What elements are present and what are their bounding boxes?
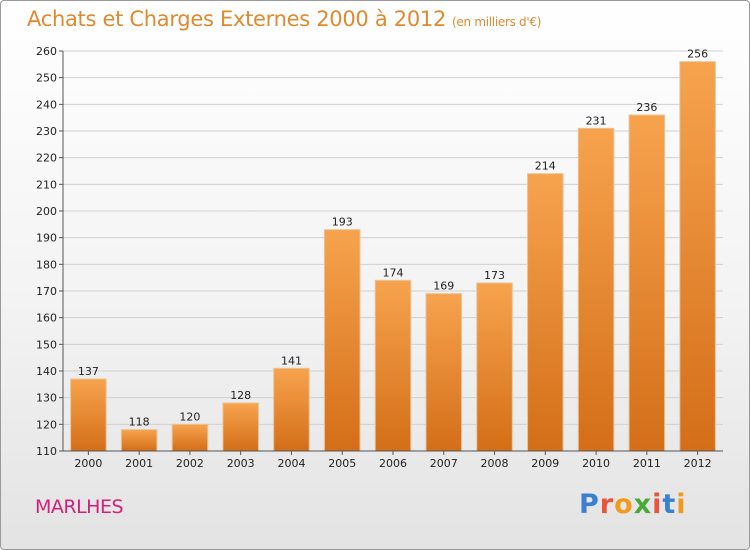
bar-2002 xyxy=(171,423,209,452)
bar-2012 xyxy=(679,61,716,452)
bar-value-label: 256 xyxy=(687,48,708,61)
axes: 110 120 130 140 150 160 170 180 190 200 210 220 230 2… xyxy=(36,45,723,470)
bar-value-label: 214 xyxy=(535,160,556,173)
logo-letter: i xyxy=(652,489,663,520)
bar-2005 xyxy=(323,229,361,452)
logo-letter: o xyxy=(614,489,634,520)
y-tick-label: 150 xyxy=(36,338,57,351)
logo-letter: x xyxy=(633,489,653,520)
y-tick-label: 240 xyxy=(36,98,57,111)
y-tick-label: 170 xyxy=(36,285,57,298)
y-tick-label: 200 xyxy=(36,205,57,218)
bar-value-label: 120 xyxy=(179,410,200,423)
bar-value-label: 173 xyxy=(484,269,505,282)
y-tick-label: 180 xyxy=(36,258,57,271)
y-tick-label: 230 xyxy=(36,125,57,138)
y-tick-label: 250 xyxy=(36,72,57,85)
x-tick-label: 2006 xyxy=(379,457,407,470)
y-tick-label: 260 xyxy=(36,45,57,58)
proxiti-logo: Proxiti xyxy=(579,489,687,520)
y-tick-label: 130 xyxy=(36,392,57,405)
x-tick-label: 2002 xyxy=(176,457,204,470)
bar-2008 xyxy=(476,282,513,452)
bar-value-label: 141 xyxy=(281,354,302,367)
bar-2009 xyxy=(527,173,564,452)
y-tick-label: 110 xyxy=(36,445,57,458)
x-tick-label: 2010 xyxy=(582,457,610,470)
logo-letter: P xyxy=(579,489,600,520)
x-tick-label: 2005 xyxy=(328,457,356,470)
bar-value-label: 128 xyxy=(230,389,251,402)
chart-subtitle: (en milliers d'€) xyxy=(452,15,542,29)
bar-2006 xyxy=(374,279,412,452)
x-tick-label: 2008 xyxy=(481,457,509,470)
y-tick-label: 140 xyxy=(36,365,57,378)
logo-letter: t xyxy=(662,489,677,520)
bar-value-label: 236 xyxy=(636,101,657,114)
x-tick-label: 2011 xyxy=(633,457,661,470)
y-tick-label: 210 xyxy=(36,178,57,191)
bar-2000 xyxy=(70,378,107,452)
logo-letter: i xyxy=(676,489,687,520)
x-tick-label: 2012 xyxy=(684,457,712,470)
bar-value-label: 174 xyxy=(383,266,404,279)
y-tick-label: 160 xyxy=(36,312,57,325)
x-tick-label: 2001 xyxy=(125,457,153,470)
x-tick-label: 2003 xyxy=(227,457,255,470)
bar-value-label: 169 xyxy=(433,280,454,293)
bars: 137 118 120 128 141 193 174 169 173 214 231 236 256 xyxy=(70,48,716,452)
x-tick-label: 2004 xyxy=(277,457,305,470)
bar-2011 xyxy=(628,114,666,452)
chart-title-text: Achats et Charges Externes 2000 à 2012 xyxy=(27,7,447,31)
bar-2010 xyxy=(577,127,615,452)
bar-value-label: 193 xyxy=(332,216,353,229)
bar-value-label: 137 xyxy=(78,365,99,378)
y-tick-label: 190 xyxy=(36,232,57,245)
chart-title: Achats et Charges Externes 2000 à 2012 (e… xyxy=(27,7,541,31)
city-name: MARLHES xyxy=(35,496,124,518)
y-tick-label: 120 xyxy=(36,418,57,431)
bar-2007 xyxy=(425,293,463,452)
bar-2003 xyxy=(222,402,259,452)
logo-letter: r xyxy=(599,489,615,520)
bar-2001 xyxy=(120,429,158,452)
bar-value-label: 118 xyxy=(129,416,150,429)
y-tick-label: 220 xyxy=(36,152,57,165)
bar-value-label: 231 xyxy=(586,114,607,127)
x-tick-label: 2000 xyxy=(74,457,102,470)
x-tick-label: 2007 xyxy=(430,457,458,470)
x-tick-label: 2009 xyxy=(531,457,559,470)
bar-2004 xyxy=(273,367,310,452)
